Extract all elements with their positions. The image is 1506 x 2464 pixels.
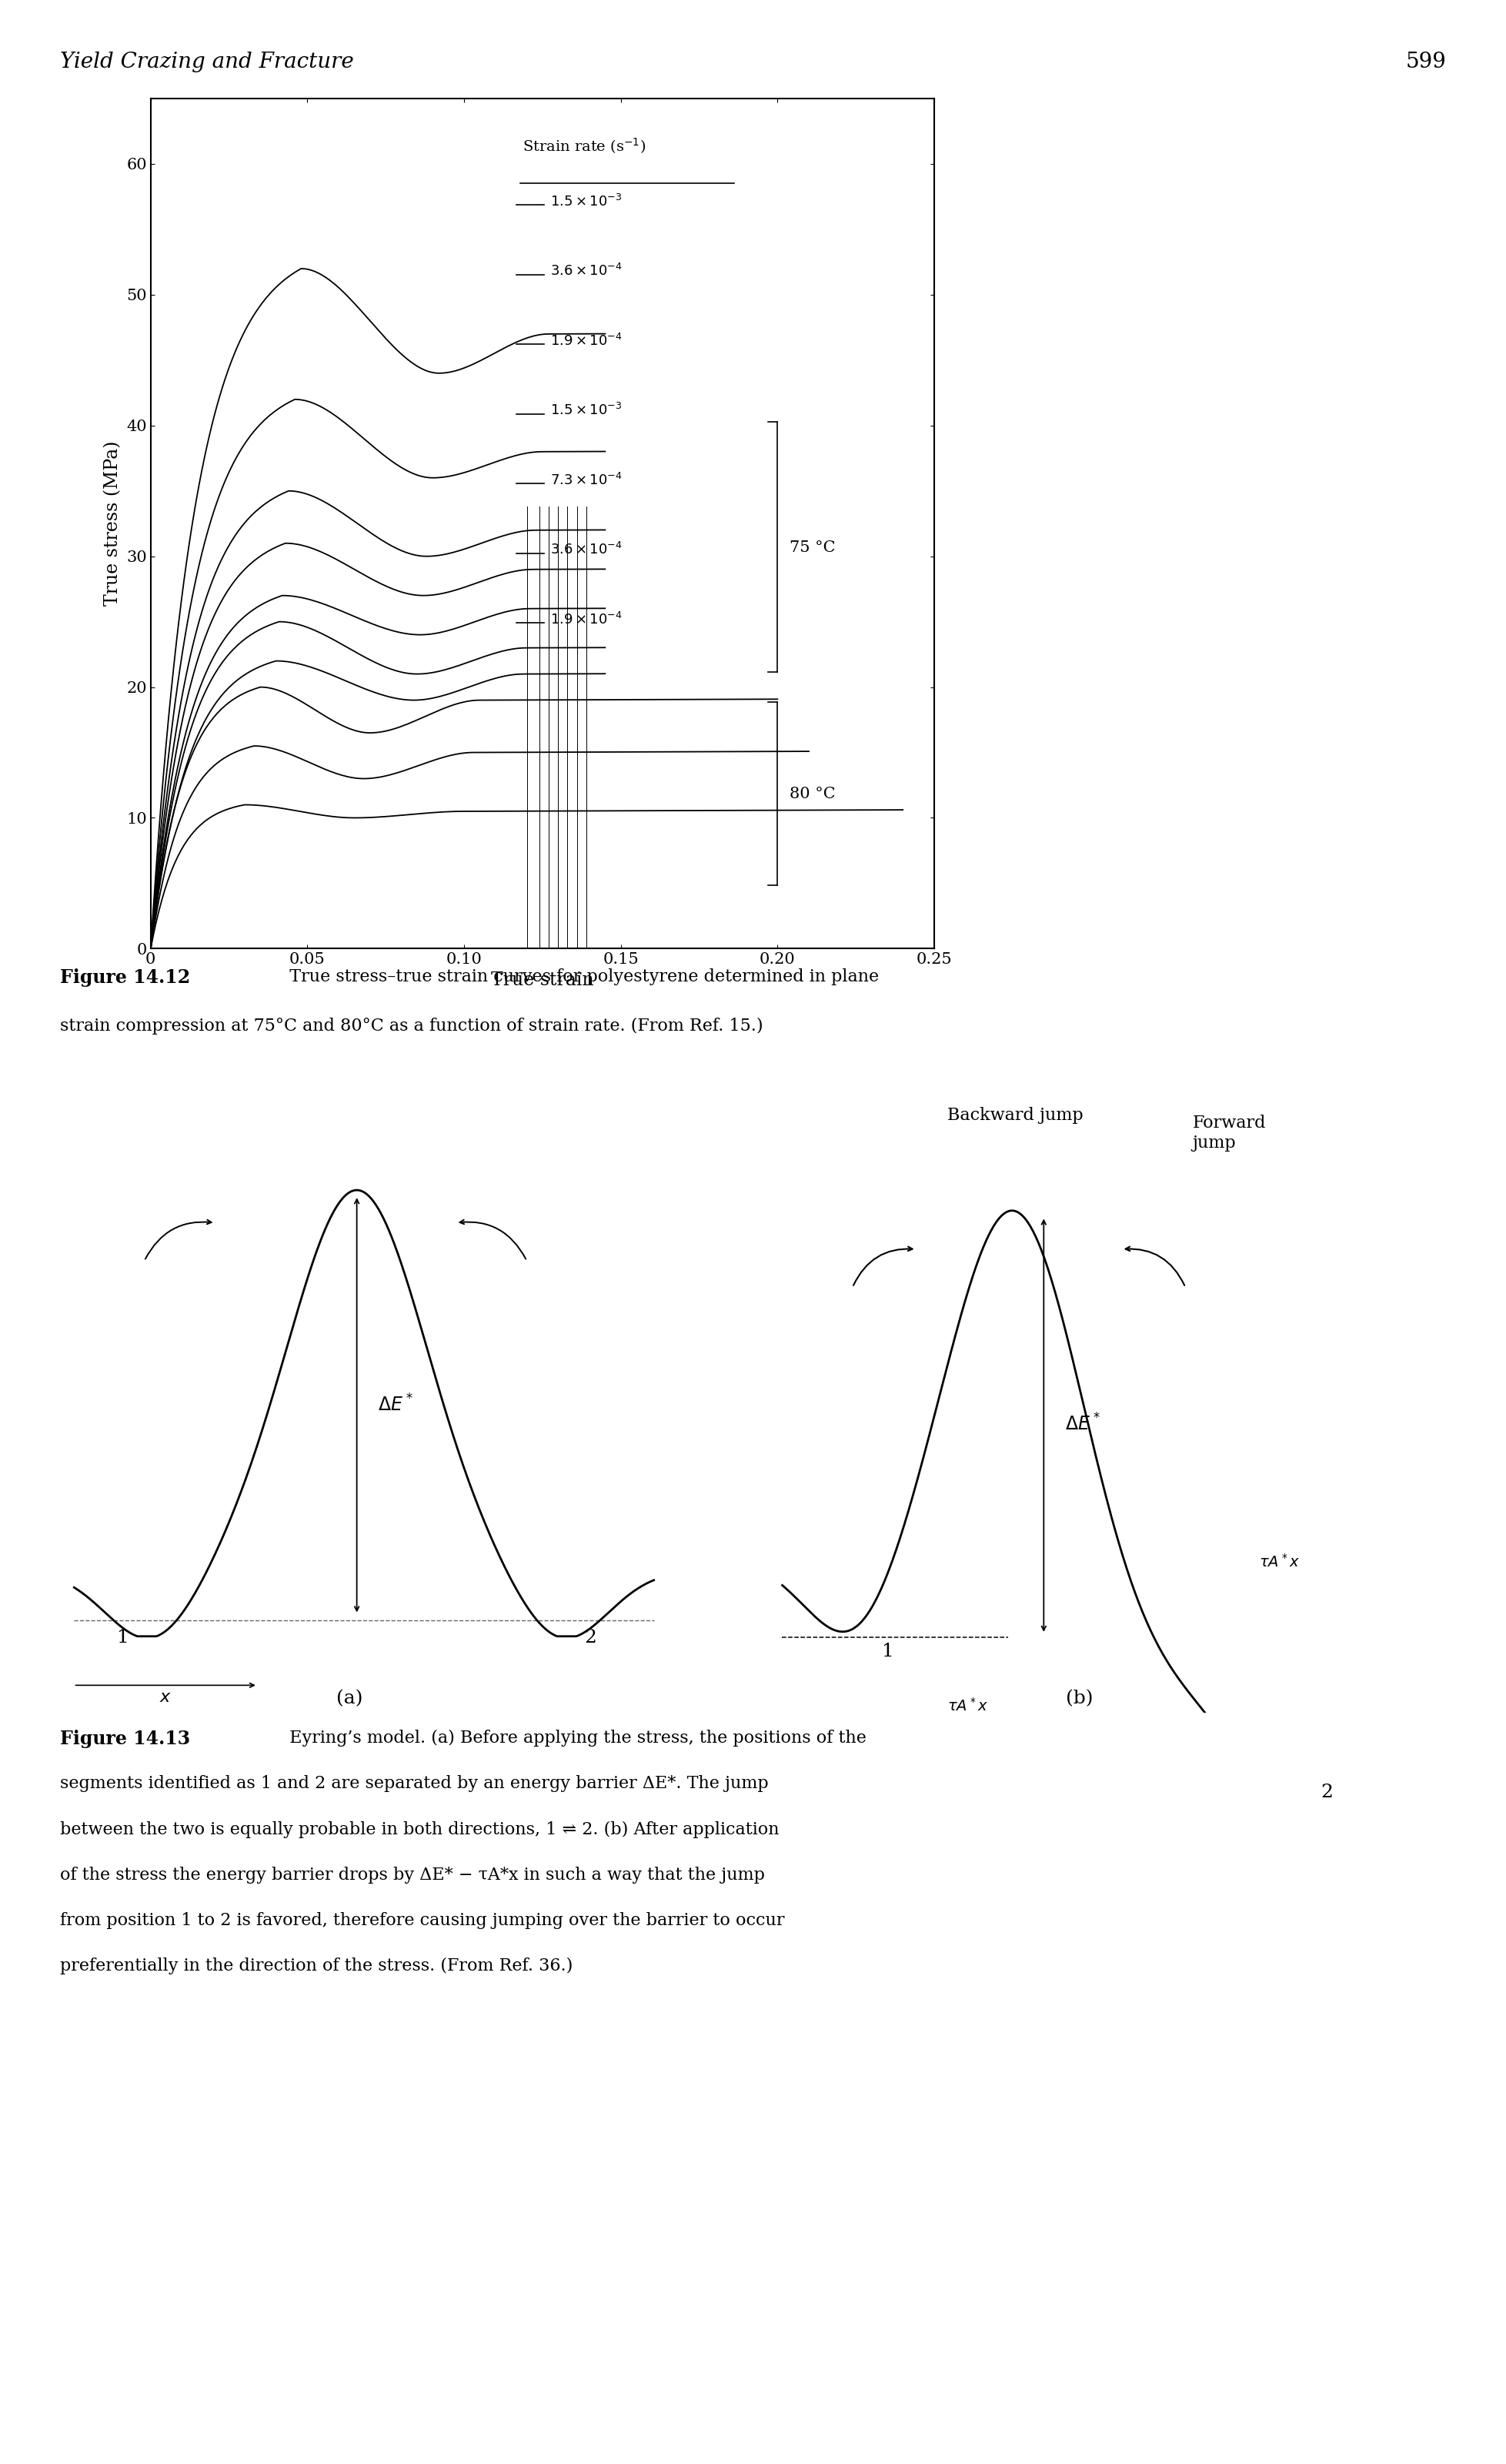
Text: Figure 14.13: Figure 14.13 bbox=[60, 1730, 190, 1747]
Text: $3.6 \times 10^{-4}$: $3.6 \times 10^{-4}$ bbox=[550, 542, 622, 557]
Text: Forward
jump: Forward jump bbox=[1191, 1114, 1265, 1151]
Text: $\Delta E^*$: $\Delta E^*$ bbox=[1065, 1414, 1099, 1434]
Text: (a): (a) bbox=[336, 1690, 363, 1708]
Text: $3.6 \times 10^{-4}$: $3.6 \times 10^{-4}$ bbox=[550, 264, 622, 278]
Y-axis label: True stress (MPa): True stress (MPa) bbox=[104, 441, 122, 606]
Text: $\Delta E^*$: $\Delta E^*$ bbox=[378, 1395, 413, 1414]
Text: $\tau A^*x$: $\tau A^*x$ bbox=[1259, 1552, 1300, 1570]
Text: 599: 599 bbox=[1405, 52, 1446, 71]
Text: Figure 14.12: Figure 14.12 bbox=[60, 968, 190, 986]
Text: $x$: $x$ bbox=[160, 1688, 172, 1705]
X-axis label: True strain: True strain bbox=[491, 971, 593, 988]
Text: preferentially in the direction of the stress. (From Ref. 36.): preferentially in the direction of the s… bbox=[60, 1956, 572, 1974]
Text: $\tau A^*x$: $\tau A^*x$ bbox=[947, 1698, 988, 1715]
Text: True stress–true strain curves for polyestyrene determined in plane: True stress–true strain curves for polye… bbox=[279, 968, 878, 986]
Text: 2: 2 bbox=[584, 1629, 596, 1646]
Text: $7.3 \times 10^{-4}$: $7.3 \times 10^{-4}$ bbox=[550, 473, 622, 488]
Text: segments identified as 1 and 2 are separated by an energy barrier ΔE*. The jump: segments identified as 1 and 2 are separ… bbox=[60, 1774, 768, 1791]
Text: (b): (b) bbox=[1065, 1690, 1092, 1708]
Text: Eyring’s model. (a) Before applying the stress, the positions of the: Eyring’s model. (a) Before applying the … bbox=[279, 1730, 866, 1747]
Text: $1.5 \times 10^{-3}$: $1.5 \times 10^{-3}$ bbox=[550, 402, 622, 419]
Text: of the stress the energy barrier drops by ΔE* − τA*x in such a way that the jump: of the stress the energy barrier drops b… bbox=[60, 1868, 765, 1882]
Text: 75 °C: 75 °C bbox=[789, 540, 834, 554]
Text: $1.5 \times 10^{-3}$: $1.5 \times 10^{-3}$ bbox=[550, 195, 622, 209]
Text: 1: 1 bbox=[117, 1629, 130, 1646]
Text: 2: 2 bbox=[1321, 1784, 1333, 1801]
Text: from position 1 to 2 is favored, therefore causing jumping over the barrier to o: from position 1 to 2 is favored, therefo… bbox=[60, 1912, 785, 1929]
Text: 1: 1 bbox=[881, 1643, 893, 1661]
Text: $1.9 \times 10^{-4}$: $1.9 \times 10^{-4}$ bbox=[550, 333, 622, 347]
Text: Yield Crazing and Fracture: Yield Crazing and Fracture bbox=[60, 52, 354, 71]
Text: 80 °C: 80 °C bbox=[789, 786, 834, 801]
Text: Backward jump: Backward jump bbox=[947, 1106, 1083, 1124]
Text: $1.9 \times 10^{-4}$: $1.9 \times 10^{-4}$ bbox=[550, 611, 622, 628]
Text: Strain rate (s$^{-1}$): Strain rate (s$^{-1}$) bbox=[523, 138, 646, 155]
Text: between the two is equally probable in both directions, 1 ⇌ 2. (b) After applica: between the two is equally probable in b… bbox=[60, 1821, 779, 1838]
Text: strain compression at 75°C and 80°C as a function of strain rate. (From Ref. 15.: strain compression at 75°C and 80°C as a… bbox=[60, 1018, 764, 1035]
